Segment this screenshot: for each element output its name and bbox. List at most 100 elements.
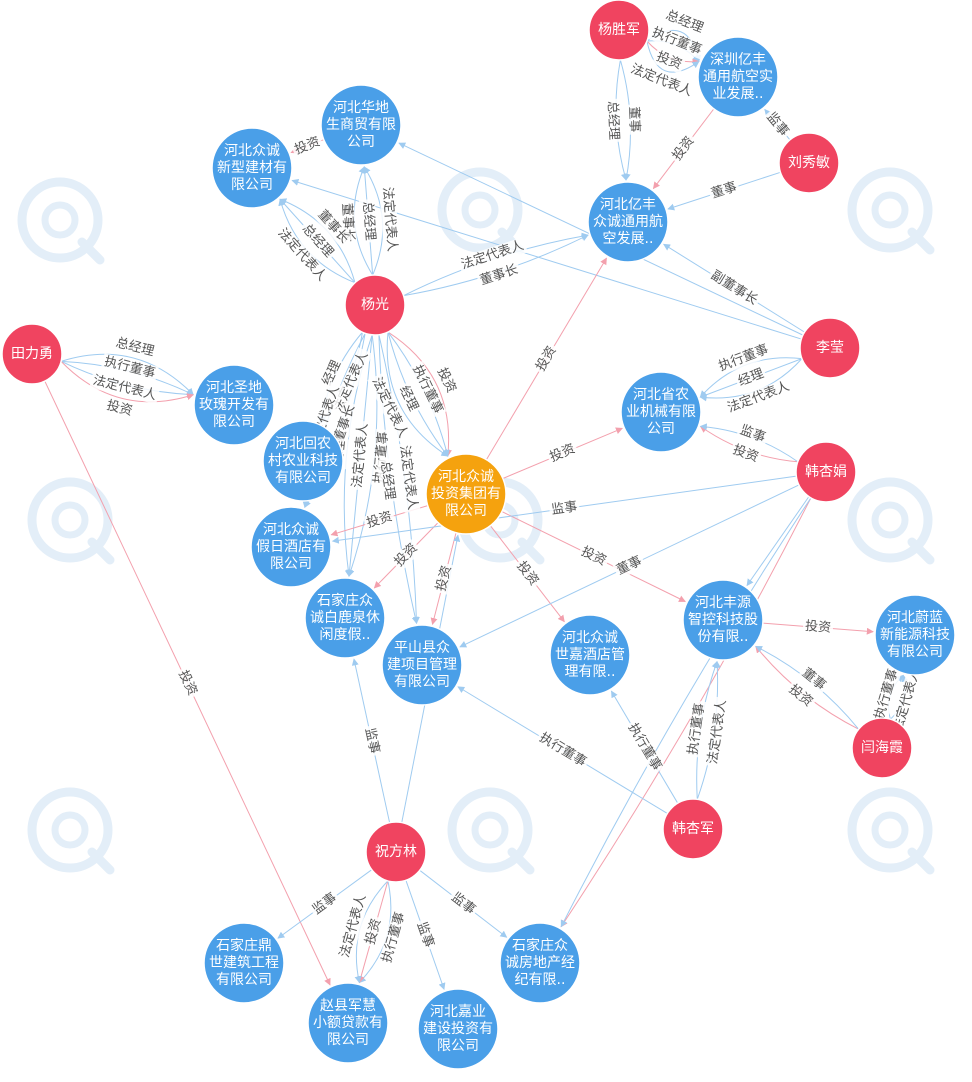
edge-label: 投资: [365, 508, 395, 531]
person-node-hanxingjuan[interactable]: 韩杏娟: [795, 441, 857, 503]
node-circle: [203, 922, 285, 1004]
node-label: 深圳亿丰: [710, 52, 766, 68]
edge-invest: [60, 360, 194, 403]
edge-role: [755, 645, 860, 730]
node-circle: [795, 441, 857, 503]
node-label: 河北众诚: [438, 469, 494, 485]
edge-label-bg: [408, 360, 447, 419]
edge-label: 监事: [362, 727, 382, 756]
node-circle: [262, 420, 344, 502]
edge-role: [646, 40, 700, 73]
node-label: 有限公司: [275, 470, 331, 486]
edge-label: 法定代表人: [628, 62, 694, 100]
node-circle: [620, 371, 702, 453]
edge-label: 董事: [710, 179, 739, 201]
node-label: 闫海霞: [861, 740, 903, 756]
node-circle: [365, 821, 427, 883]
edge-label-bg: [358, 198, 379, 244]
node-label: 河北嘉业: [430, 1004, 486, 1020]
node-label: 有限公司: [216, 972, 272, 988]
edge-label: 监事: [551, 499, 579, 517]
edge-label-bg: [360, 724, 383, 758]
node-label: 限公司: [270, 556, 312, 572]
node-label: 公司: [647, 421, 675, 437]
node-label: 河北蔚蓝: [887, 610, 943, 626]
node-label: 韩杏军: [672, 821, 714, 837]
node-circle: [662, 798, 724, 860]
node-circle: [344, 274, 406, 336]
edge-label-bg: [797, 663, 831, 696]
node-circle: [425, 453, 507, 535]
person-node-tianliyong[interactable]: 田力勇: [1, 323, 63, 385]
node-circle: [682, 579, 764, 661]
edge-label-bg: [661, 6, 708, 38]
watermark-logo: [27, 787, 115, 875]
node-label: 新能源科技: [880, 627, 950, 643]
edge-label-bg: [531, 341, 562, 376]
edge-label: 总经理: [377, 460, 397, 501]
node-label: 限公司: [231, 177, 273, 193]
edge-label: 法定代表人: [379, 186, 399, 252]
node-label: 河北亿丰: [600, 197, 656, 213]
edge-label-bg: [761, 107, 794, 142]
edge-label-bg: [623, 718, 666, 776]
node-circle: [1, 323, 63, 385]
node-label: 众诚通用航: [593, 214, 663, 230]
edge-label-bg: [412, 918, 438, 952]
edge-label-bg: [707, 178, 741, 203]
node-label: 建项目管理: [387, 657, 457, 673]
node-circle: [587, 181, 669, 263]
edge-label-bg: [548, 498, 581, 519]
node-label: 平山县众: [394, 640, 450, 656]
edge-invest: [755, 645, 859, 730]
edge-label-bg: [312, 205, 354, 249]
node-circle: [874, 594, 956, 676]
edge-label: 投资: [292, 133, 322, 157]
node-label: 有限公司: [887, 644, 943, 660]
edge-label-bg: [395, 442, 421, 513]
edge-label-bg: [318, 356, 346, 391]
edge-label-bg: [871, 665, 903, 724]
edge-label-bg: [652, 48, 686, 75]
person-node-yangshengjun[interactable]: 杨胜军: [588, 0, 650, 61]
node-label: 李莹: [816, 340, 844, 356]
edge-label-bg: [336, 890, 371, 962]
edge-label-bg: [545, 440, 580, 467]
person-node-liuxiumin[interactable]: 刘秀敏: [778, 132, 840, 194]
person-node-yangguang[interactable]: 杨光: [344, 274, 406, 336]
edge-label-bg: [362, 508, 397, 533]
node-label: 杨胜军: [598, 22, 640, 38]
person-node-lizhan[interactable]: 李莹: [799, 317, 861, 379]
person-node-zhufanglin[interactable]: 祝方林: [365, 821, 427, 883]
person-node-hanxingjun[interactable]: 韩杏军: [662, 798, 724, 860]
edge-label: 投资: [654, 48, 684, 72]
node-circle: [588, 0, 650, 61]
edge-label: 投资: [804, 618, 831, 636]
edge-label-bg: [723, 377, 794, 418]
edge-label-bg: [367, 373, 412, 443]
edge-label-bg: [272, 223, 331, 287]
edge-label-bg: [329, 347, 373, 417]
node-label: 田力勇: [11, 346, 53, 362]
node-label: 智控科技股: [688, 612, 758, 628]
person-node-yanhaixia[interactable]: 闫海霞: [851, 717, 913, 779]
node-circle: [697, 36, 779, 118]
